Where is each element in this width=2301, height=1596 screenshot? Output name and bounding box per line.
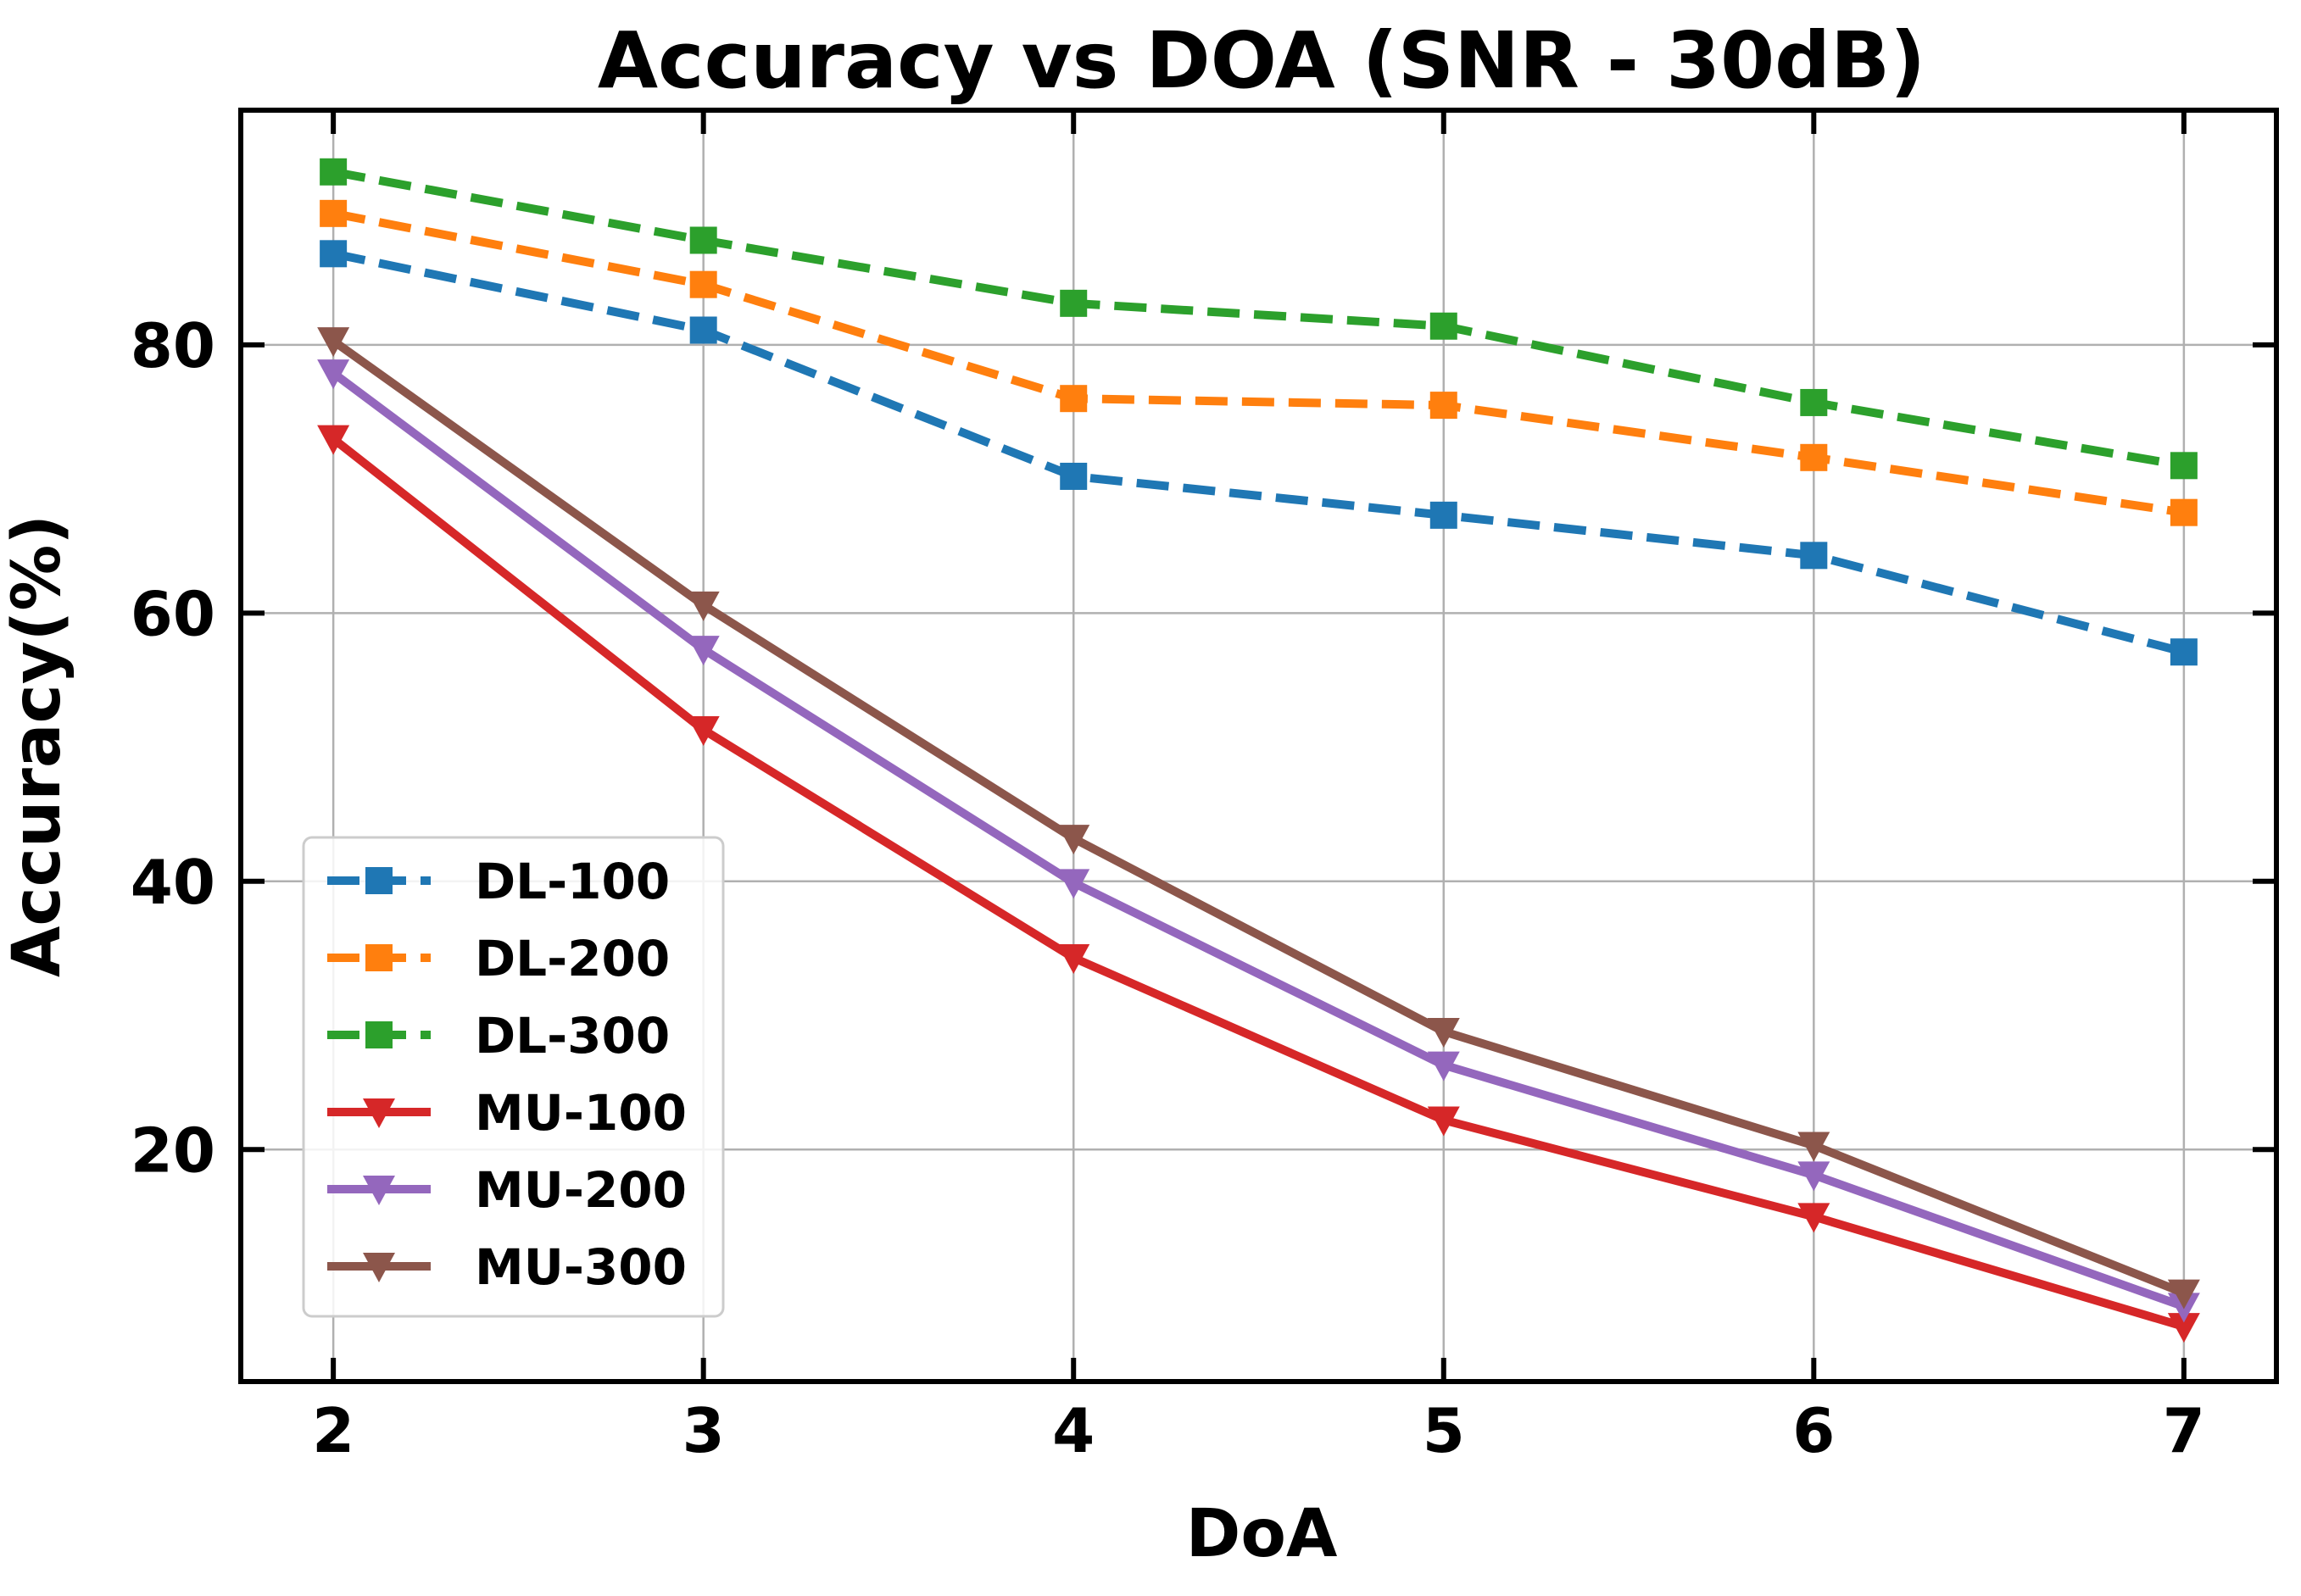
x-tick-label-7: 7 [2163,1395,2205,1466]
data-point-dl-200-x2 [320,199,348,227]
legend-marker-dl-200 [365,944,393,971]
series-line-mu-200 [331,370,2186,1311]
data-point-dl-300-x3 [689,226,717,254]
legend-item-mu-300: MU-300 [327,1238,687,1296]
series-line-mu-100 [331,435,2186,1331]
x-tick-label-4: 4 [1052,1395,1095,1466]
data-point-dl-300-x6 [1800,388,1828,416]
data-point-mu-100-x6 [1797,1203,1830,1233]
data-point-mu-100-x4 [1057,944,1090,974]
data-point-mu-300-x4 [1057,825,1090,855]
frame-layer [238,108,2279,1384]
data-point-dl-300-x2 [320,158,348,186]
x-tick-label-2: 2 [312,1395,354,1466]
data-point-dl-300-x5 [1429,312,1457,340]
data-point-dl-100-x6 [1800,542,1828,570]
series-mu-100 [317,425,2200,1343]
legend-item-dl-100: DL-100 [327,853,670,910]
legend-item-mu-100: MU-100 [327,1084,687,1142]
data-point-dl-200-x5 [1429,392,1457,420]
x-axis-label: DoA [1186,1496,1338,1572]
x-tick-label-6: 6 [1792,1395,1835,1466]
series-mu-200 [317,359,2200,1323]
data-point-dl-200-x4 [1060,385,1088,413]
y-tick-label-80: 80 [131,310,215,381]
data-point-dl-300-x4 [1060,289,1088,317]
legend-label-mu-100: MU-100 [475,1084,687,1142]
legend-item-dl-300: DL-300 [327,1007,670,1065]
legend-marker-dl-300 [365,1021,393,1048]
legend-marker-mu-100 [363,1098,395,1128]
legend-label-dl-300: DL-300 [475,1007,670,1065]
data-point-dl-100-x3 [689,316,717,344]
data-point-dl-100-x2 [320,240,348,268]
tick-layer: 2 3 4 5 6 7 20 40 60 80 [131,110,2276,1466]
series-mu-300 [317,327,2200,1310]
data-point-mu-200-x2 [317,359,350,390]
legend-label-dl-200: DL-200 [475,930,670,987]
data-point-mu-200-x4 [1057,869,1090,899]
series-dl-200 [320,199,2198,526]
y-axis-label: Accuracy(%) [0,514,75,977]
legend-item-mu-200: MU-200 [327,1161,687,1219]
data-point-mu-200-x3 [687,636,720,666]
data-point-dl-100-x7 [2170,638,2198,666]
series-line-dl-100 [332,249,2186,657]
data-point-dl-100-x4 [1060,462,1088,490]
series-dl-100 [320,240,2198,666]
data-point-dl-200-x3 [689,270,717,298]
data-point-dl-200-x7 [2170,498,2198,526]
data-point-mu-300-x3 [687,591,720,621]
data-point-mu-300-x2 [317,327,350,358]
data-point-mu-200-x6 [1797,1161,1830,1192]
legend-marker-dl-100 [365,867,393,894]
data-point-mu-300-x5 [1427,1018,1460,1048]
chart-title: Accuracy vs DOA (SNR - 30dB) [598,15,1925,106]
x-tick-label-5: 5 [1423,1395,1465,1466]
series-layer [317,158,2200,1343]
legend-box [302,836,725,1318]
data-point-dl-300-x7 [2170,452,2198,480]
data-point-mu-100-x7 [2167,1313,2200,1343]
legend-label-mu-300: MU-300 [475,1238,687,1296]
y-tick-label-60: 60 [131,578,215,649]
data-point-dl-100-x5 [1429,501,1457,529]
legend-label-dl-100: DL-100 [475,853,670,910]
legend-marker-mu-200 [363,1176,395,1205]
plot-frame [238,108,2279,1384]
series-line-mu-300 [331,337,2186,1298]
legend: DL-100 DL-200 DL-300 MU-100 MU-200 MU-300 [302,836,725,1318]
data-point-mu-100-x3 [687,716,720,747]
legend-item-dl-200: DL-200 [327,930,670,987]
data-point-mu-100-x5 [1427,1106,1460,1137]
data-point-mu-300-x7 [2167,1279,2200,1310]
series-line-dl-200 [332,209,2185,517]
data-point-mu-200-x5 [1427,1051,1460,1082]
x-tick-label-3: 3 [682,1395,725,1466]
series-line-dl-300 [332,167,2185,470]
y-tick-label-20: 20 [131,1115,215,1186]
data-point-mu-300-x6 [1797,1132,1830,1162]
data-point-mu-100-x2 [317,425,350,455]
legend-marker-mu-300 [363,1253,395,1282]
legend-label-mu-200: MU-200 [475,1161,687,1219]
series-dl-300 [320,158,2198,480]
data-point-dl-200-x6 [1800,443,1828,471]
y-tick-label-40: 40 [131,847,215,918]
